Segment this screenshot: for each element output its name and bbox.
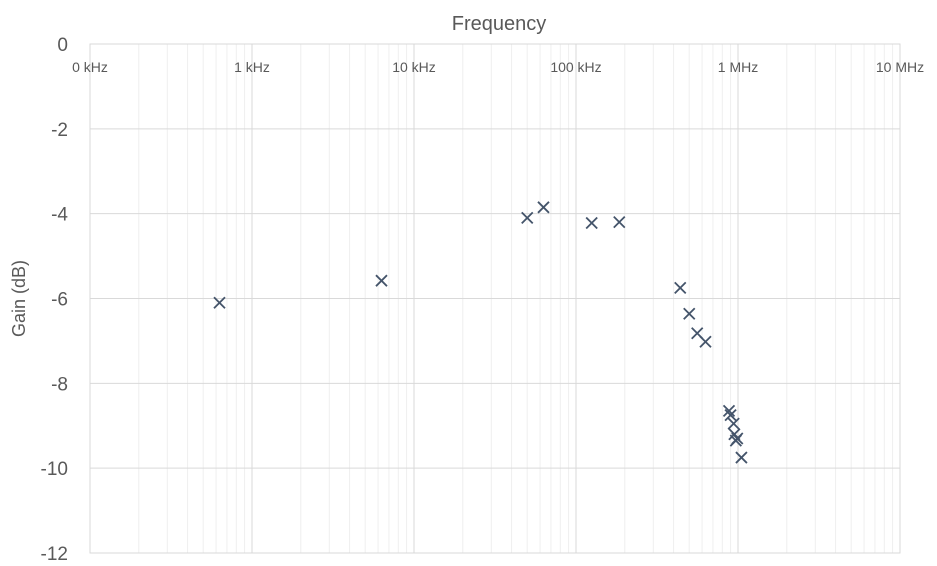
data-point — [724, 409, 737, 422]
y-tick-label: -2 — [51, 120, 68, 141]
y-axis-label: Gain (dB) — [9, 260, 29, 337]
x-tick-label: 10 MHz — [876, 59, 924, 75]
data-point — [613, 216, 626, 229]
chart-title: Frequency — [452, 13, 547, 35]
y-tick-label: 0 — [57, 35, 68, 56]
y-tick-label: -6 — [51, 290, 68, 311]
y-tick-label: -12 — [41, 544, 68, 565]
x-axis-ticks: 0 kHz 1 kHz 10 kHz 100 kHz 1 MHz 10 MHz — [72, 59, 924, 75]
x-tick-label: 1 kHz — [234, 59, 270, 75]
y-axis-ticks: 0 -2 -4 -6 -8 -10 -12 — [41, 35, 69, 565]
grid-layer — [89, 43, 901, 554]
data-point — [722, 404, 736, 418]
y-tick-label: -8 — [51, 374, 68, 395]
x-tick-label: 1 MHz — [718, 59, 758, 75]
y-tick-label: -10 — [41, 459, 68, 480]
y-tick-label: -4 — [51, 205, 68, 226]
data-point — [537, 201, 550, 214]
data-point — [585, 216, 598, 230]
data-point — [375, 274, 388, 287]
data-point — [727, 417, 740, 430]
data-point — [731, 432, 744, 445]
x-tick-label: 100 kHz — [550, 59, 601, 75]
data-point — [735, 451, 748, 464]
x-tick-label: 10 kHz — [392, 59, 436, 75]
x-tick-label: 0 kHz — [72, 59, 108, 75]
plot-area — [89, 43, 901, 554]
data-point — [683, 307, 696, 320]
data-point — [213, 296, 226, 309]
data-points — [213, 201, 748, 464]
data-point — [521, 211, 534, 225]
data-point — [674, 281, 687, 295]
data-point — [699, 335, 712, 348]
